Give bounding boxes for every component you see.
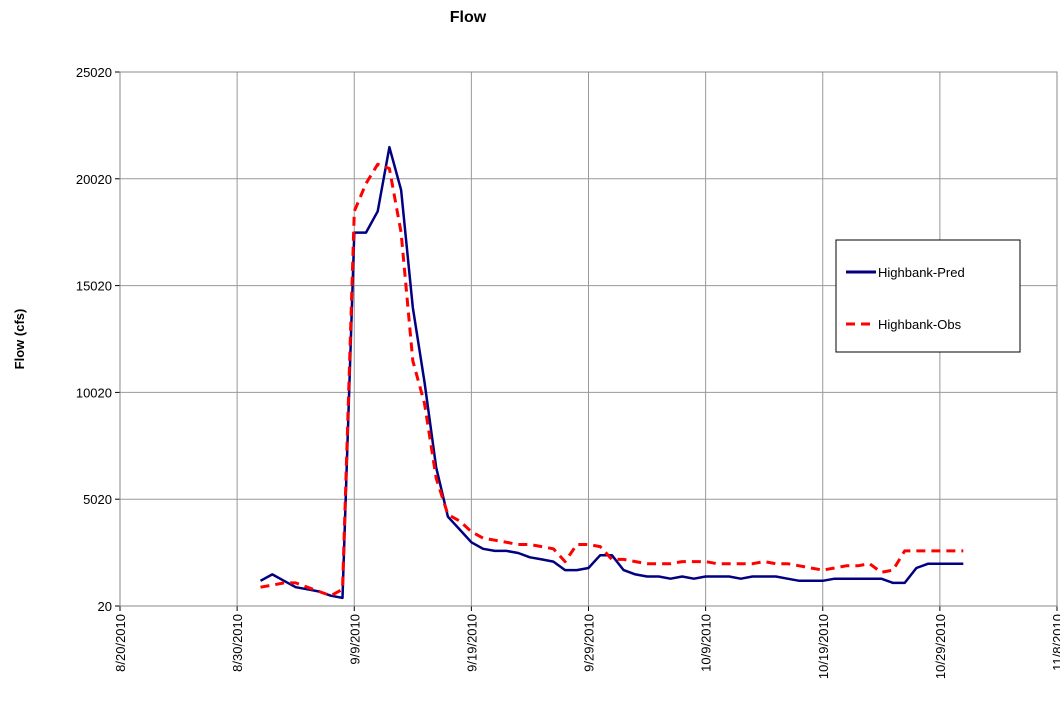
series-line: [260, 162, 964, 598]
x-tick-label: 9/19/2010: [464, 614, 479, 672]
legend-label: Highbank-Obs: [878, 317, 962, 332]
series-line: [259, 145, 964, 600]
y-tick-label: 15020: [76, 279, 112, 294]
y-axis-label: Flow (cfs): [12, 309, 27, 370]
x-tick-label: 8/20/2010: [113, 614, 128, 672]
x-tick-label: 8/30/2010: [230, 614, 245, 672]
legend-box: [835, 239, 1021, 353]
x-tick-label: 10/29/2010: [933, 614, 948, 679]
plot-border: [119, 71, 1058, 607]
y-tick-label: 10020: [76, 385, 112, 400]
x-tick-label: 10/19/2010: [816, 614, 831, 679]
x-tick-label: 9/9/2010: [347, 614, 362, 665]
x-tick-label: 10/9/2010: [699, 614, 714, 672]
y-tick-label: 20020: [76, 172, 112, 187]
x-tick-label: 9/29/2010: [582, 614, 597, 672]
legend-label: Highbank-Pred: [878, 265, 965, 280]
x-tick-label: 11/8/2010: [1050, 614, 1060, 671]
y-tick-label: 5020: [83, 492, 112, 507]
y-tick-label: 20: [98, 599, 112, 614]
chart-title: Flow: [450, 9, 487, 26]
y-tick-label: 25020: [76, 65, 112, 80]
